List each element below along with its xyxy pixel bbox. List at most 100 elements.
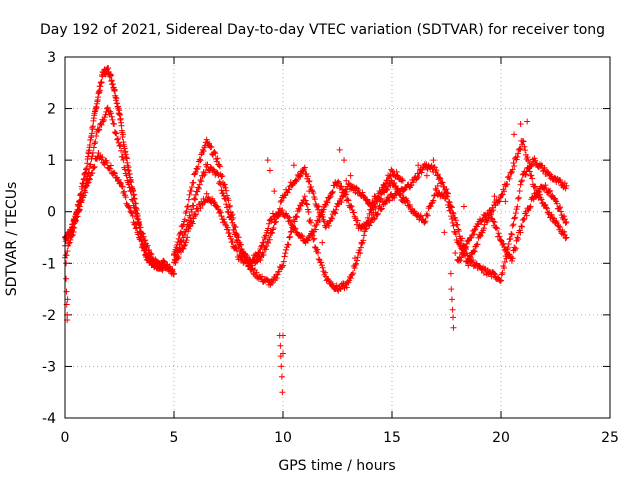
data-point — [299, 233, 306, 240]
data-point — [338, 183, 345, 190]
data-point — [72, 218, 79, 225]
data-point — [487, 207, 494, 214]
data-point — [360, 232, 367, 239]
chart-points — [62, 65, 570, 396]
data-point — [225, 197, 232, 204]
data-point — [498, 237, 504, 244]
data-point — [417, 213, 424, 220]
data-point — [174, 255, 181, 262]
data-point — [297, 172, 304, 179]
data-point — [107, 165, 114, 172]
data-point — [563, 182, 570, 189]
data-point — [336, 146, 343, 153]
data-point — [258, 243, 265, 250]
data-point — [113, 95, 120, 102]
data-point — [227, 213, 234, 220]
data-point — [352, 261, 359, 268]
data-point — [277, 342, 284, 349]
data-point — [84, 180, 91, 187]
data-point — [311, 235, 318, 242]
data-point — [308, 183, 315, 190]
data-point — [562, 235, 569, 242]
data-point — [114, 135, 121, 142]
data-point — [371, 215, 378, 222]
data-point — [132, 225, 139, 232]
data-point — [399, 177, 406, 184]
data-point — [476, 233, 483, 240]
data-point — [120, 156, 127, 163]
data-point — [304, 237, 311, 244]
data-point — [80, 192, 87, 199]
data-point — [222, 195, 229, 202]
data-point — [82, 189, 89, 196]
data-point — [229, 219, 236, 226]
data-point — [448, 286, 455, 293]
data-point — [396, 191, 403, 198]
data-point — [294, 214, 301, 221]
data-point — [504, 181, 511, 188]
data-point — [458, 245, 465, 252]
data-point — [83, 183, 90, 190]
data-point — [524, 118, 531, 125]
data-point — [192, 211, 199, 218]
data-point — [350, 209, 357, 216]
data-point — [234, 247, 241, 254]
data-point — [279, 389, 286, 396]
data-point — [501, 264, 508, 271]
data-point — [224, 224, 231, 231]
data-point — [134, 215, 141, 222]
data-point — [511, 215, 518, 222]
data-point — [452, 217, 459, 224]
data-point — [347, 172, 354, 179]
data-point — [563, 234, 570, 241]
data-point — [278, 373, 285, 380]
data-point — [226, 229, 233, 236]
data-point — [265, 225, 272, 232]
data-point — [188, 187, 195, 194]
data-point — [118, 147, 125, 154]
data-point — [459, 235, 466, 242]
data-point — [519, 177, 526, 184]
data-point — [93, 133, 100, 140]
data-point — [329, 215, 336, 222]
data-point — [65, 235, 72, 242]
data-point — [332, 206, 339, 213]
data-point — [65, 240, 72, 247]
chart-grid — [65, 57, 610, 418]
data-point — [216, 178, 223, 185]
data-point — [515, 194, 522, 201]
data-point — [178, 237, 185, 244]
data-point — [318, 259, 325, 266]
data-point — [197, 205, 204, 212]
data-point — [128, 196, 135, 203]
data-point — [272, 218, 279, 225]
data-point — [86, 176, 93, 183]
data-point — [202, 169, 209, 176]
data-point — [90, 123, 97, 130]
data-point — [455, 240, 462, 247]
data-point — [444, 193, 451, 200]
data-point — [234, 237, 241, 244]
data-point — [498, 277, 504, 284]
data-point — [217, 181, 224, 188]
data-point — [510, 160, 517, 167]
data-point — [359, 189, 366, 196]
data-point — [490, 270, 497, 277]
data-point — [146, 253, 153, 260]
data-point — [285, 241, 292, 248]
data-point — [91, 163, 98, 170]
data-point — [71, 224, 78, 231]
data-point — [345, 197, 352, 204]
data-point — [276, 268, 283, 275]
data-point — [125, 181, 132, 188]
data-point — [282, 250, 289, 257]
data-point — [216, 162, 223, 169]
data-point — [303, 200, 310, 207]
data-point — [126, 204, 133, 211]
data-point — [494, 225, 501, 232]
data-point — [391, 194, 398, 201]
data-point — [445, 204, 452, 211]
data-point — [371, 216, 378, 223]
data-point — [107, 72, 114, 79]
data-point — [499, 269, 506, 276]
